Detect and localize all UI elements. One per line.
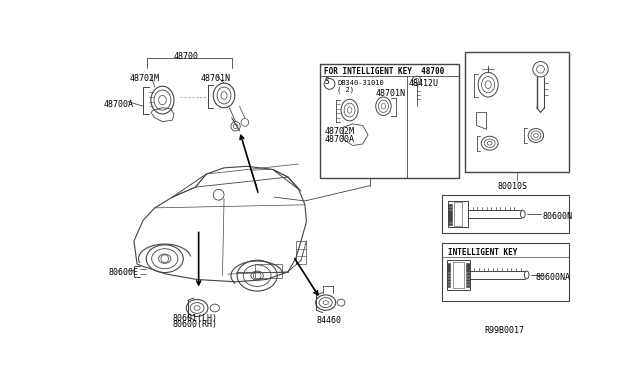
Text: 48701N: 48701N: [376, 89, 406, 97]
Text: ( 2): ( 2): [337, 87, 355, 93]
Bar: [466, 266, 470, 269]
Text: 80600NA: 80600NA: [535, 273, 570, 282]
Bar: [466, 285, 470, 287]
Text: 84460: 84460: [316, 316, 342, 325]
Bar: [442, 243, 569, 301]
Bar: [448, 217, 452, 219]
Text: 48700: 48700: [174, 52, 199, 61]
Bar: [447, 282, 451, 284]
Text: INTELLIGENT KEY: INTELLIGENT KEY: [448, 248, 518, 257]
Bar: [452, 262, 463, 288]
Text: 48702M: 48702M: [129, 74, 159, 83]
Bar: [448, 222, 452, 225]
Bar: [442, 195, 569, 233]
Bar: [320, 64, 459, 178]
Bar: [466, 276, 470, 278]
Bar: [448, 213, 452, 216]
Bar: [255, 264, 282, 278]
Bar: [448, 219, 452, 222]
Bar: [465, 52, 569, 172]
Bar: [447, 263, 451, 266]
Text: 48700A: 48700A: [324, 135, 354, 144]
Bar: [447, 266, 451, 269]
Bar: [447, 260, 470, 289]
Text: R99B0017: R99B0017: [484, 326, 524, 335]
Bar: [447, 269, 451, 272]
Bar: [466, 282, 470, 284]
Bar: [466, 269, 470, 272]
Text: 48702M: 48702M: [324, 127, 354, 136]
Text: S: S: [325, 77, 330, 86]
Text: FOR INTELLIGENT KEY  48700: FOR INTELLIGENT KEY 48700: [324, 67, 444, 76]
Text: 48701N: 48701N: [201, 74, 231, 83]
Bar: [448, 210, 452, 212]
Bar: [466, 273, 470, 275]
Bar: [296, 241, 307, 264]
Text: 80600E: 80600E: [109, 268, 138, 277]
Text: 80600N: 80600N: [542, 212, 572, 221]
Bar: [466, 263, 470, 266]
Bar: [448, 204, 452, 206]
Bar: [448, 201, 468, 227]
Text: 48700A: 48700A: [103, 100, 133, 109]
Bar: [447, 279, 451, 281]
Bar: [447, 276, 451, 278]
Bar: [447, 285, 451, 287]
Text: 80600(RH): 80600(RH): [172, 320, 218, 329]
Bar: [454, 202, 462, 225]
Bar: [466, 279, 470, 281]
Bar: [448, 207, 452, 209]
Bar: [447, 273, 451, 275]
Text: 48412U: 48412U: [409, 79, 439, 88]
Text: 80010S: 80010S: [497, 183, 527, 192]
Text: DB340-31010: DB340-31010: [337, 80, 384, 86]
Text: 80601(LH): 80601(LH): [172, 314, 218, 323]
